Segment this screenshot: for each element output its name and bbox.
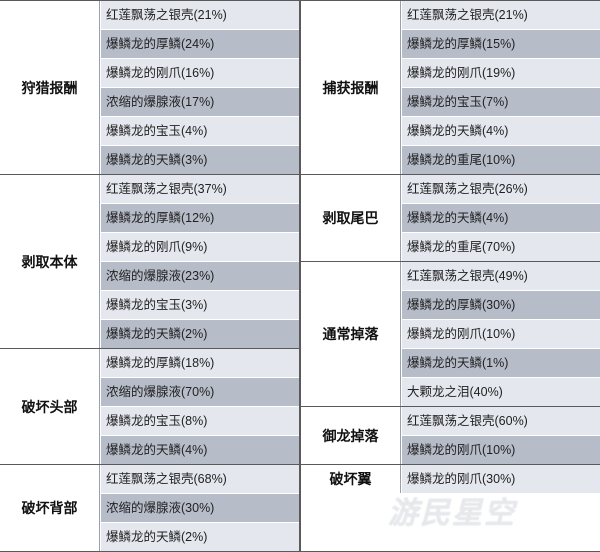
drop-item: 浓缩的爆腺液(23%) <box>101 262 300 291</box>
drop-item: 爆鳞龙的厚鳞(18%) <box>101 349 300 378</box>
drop-item: 爆鳞龙的刚爪(10%) <box>402 436 600 465</box>
drop-group: 通常掉落 红莲飘荡之银壳(49%) 爆鳞龙的厚鳞(30%) 爆鳞龙的刚爪(10%) 爆鳞… <box>301 261 600 407</box>
drop-item: 爆鳞龙的刚爪(19%) <box>402 59 600 88</box>
drop-item: 红莲飘荡之银壳(68%) <box>101 465 300 494</box>
drop-item: 爆鳞龙的厚鳞(24%) <box>101 30 300 59</box>
group-items: 红莲飘荡之银壳(21%) 爆鳞龙的厚鳞(15%) 爆鳞龙的刚爪(19%) 爆鳞龙的宝玉… <box>402 1 600 175</box>
column-divider <box>299 0 301 552</box>
drop-item: 爆鳞龙的刚爪(16%) <box>101 59 300 88</box>
drop-item: 爆鳞龙的刚爪(30%) <box>402 465 600 494</box>
group-label: 通常掉落 <box>301 262 401 406</box>
group-items: 红莲飘荡之银壳(37%) 爆鳞龙的厚鳞(12%) 爆鳞龙的刚爪(9%) 浓缩的爆腺液(… <box>101 175 300 349</box>
drop-item: 爆鳞龙的宝玉(3%) <box>101 291 300 320</box>
drop-group: 破坏头部 爆鳞龙的厚鳞(18%) 浓缩的爆腺液(70%) 爆鳞龙的宝玉(8%) 爆鳞龙的… <box>0 348 300 465</box>
drop-item: 爆鳞龙的重尾(10%) <box>402 146 600 175</box>
drop-item: 红莲飘荡之银壳(49%) <box>402 262 600 291</box>
group-label: 剥取本体 <box>0 175 100 348</box>
drop-item: 爆鳞龙的天鳞(1%) <box>402 349 600 378</box>
group-items: 红莲飘荡之银壳(49%) 爆鳞龙的厚鳞(30%) 爆鳞龙的刚爪(10%) 爆鳞龙的天鳞… <box>402 262 600 407</box>
group-label: 破坏头部 <box>0 349 100 464</box>
drop-item: 爆鳞龙的天鳞(4%) <box>402 204 600 233</box>
drop-item: 浓缩的爆腺液(30%) <box>101 494 300 523</box>
group-items: 爆鳞龙的厚鳞(18%) 浓缩的爆腺液(70%) 爆鳞龙的宝玉(8%) 爆鳞龙的天鳞(4… <box>101 349 300 465</box>
drop-item: 爆鳞龙的天鳞(4%) <box>402 117 600 146</box>
group-items: 红莲飘荡之银壳(21%) 爆鳞龙的厚鳞(24%) 爆鳞龙的刚爪(16%) 浓缩的爆腺液… <box>101 1 300 175</box>
drop-group: 破坏背部 红莲飘荡之银壳(68%) 浓缩的爆腺液(30%) 爆鳞龙的天鳞(2%) <box>0 464 300 552</box>
drop-item: 爆鳞龙的厚鳞(15%) <box>402 30 600 59</box>
drop-item: 爆鳞龙的天鳞(3%) <box>101 146 300 175</box>
drop-group: 御龙掉落 红莲飘荡之银壳(60%) 爆鳞龙的刚爪(10%) <box>301 406 600 465</box>
drop-item: 爆鳞龙的天鳞(2%) <box>101 320 300 349</box>
group-label: 破坏背部 <box>0 465 100 551</box>
drop-item: 爆鳞龙的天鳞(2%) <box>101 523 300 552</box>
drop-item: 爆鳞龙的刚爪(10%) <box>402 320 600 349</box>
group-items: 红莲飘荡之银壳(26%) 爆鳞龙的天鳞(4%) 爆鳞龙的重尾(70%) <box>402 175 600 262</box>
drop-item: 爆鳞龙的宝玉(8%) <box>101 407 300 436</box>
drop-item: 红莲飘荡之银壳(60%) <box>402 407 600 436</box>
drop-item: 红莲飘荡之银壳(21%) <box>402 1 600 30</box>
group-label: 御龙掉落 <box>301 407 401 464</box>
drop-item: 红莲飘荡之银壳(21%) <box>101 1 300 30</box>
drop-item: 爆鳞龙的厚鳞(30%) <box>402 291 600 320</box>
watermark: 游民星空 <box>388 497 516 530</box>
drop-group: 狩猎报酬 红莲飘荡之银壳(21%) 爆鳞龙的厚鳞(24%) 爆鳞龙的刚爪(16%) 浓缩… <box>0 0 300 175</box>
drop-group: 捕获报酬 红莲飘荡之银壳(21%) 爆鳞龙的厚鳞(15%) 爆鳞龙的刚爪(19%) 爆鳞… <box>301 0 600 175</box>
drop-item: 爆鳞龙的宝玉(4%) <box>101 117 300 146</box>
drop-item: 浓缩的爆腺液(17%) <box>101 88 300 117</box>
drop-item: 爆鳞龙的刚爪(9%) <box>101 233 300 262</box>
drop-group: 剥取尾巴 红莲飘荡之银壳(26%) 爆鳞龙的天鳞(4%) 爆鳞龙的重尾(70%) <box>301 174 600 262</box>
drop-item: 爆鳞龙的宝玉(7%) <box>402 88 600 117</box>
drop-item: 爆鳞龙的天鳞(4%) <box>101 436 300 465</box>
drop-item: 爆鳞龙的重尾(70%) <box>402 233 600 262</box>
drop-item: 红莲飘荡之银壳(26%) <box>402 175 600 204</box>
group-items: 爆鳞龙的刚爪(30%) <box>402 465 600 494</box>
group-label: 捕获报酬 <box>301 1 401 174</box>
drop-item: 爆鳞龙的厚鳞(12%) <box>101 204 300 233</box>
drop-group: 破坏翼 爆鳞龙的刚爪(30%) <box>301 464 600 494</box>
drop-group: 剥取本体 红莲飘荡之银壳(37%) 爆鳞龙的厚鳞(12%) 爆鳞龙的刚爪(9%) 浓缩的… <box>0 174 300 349</box>
group-items: 红莲飘荡之银壳(60%) 爆鳞龙的刚爪(10%) <box>402 407 600 465</box>
group-label: 剥取尾巴 <box>301 175 401 261</box>
drop-item: 大颗龙之泪(40%) <box>402 378 600 407</box>
group-label: 狩猎报酬 <box>0 1 100 174</box>
group-label: 破坏翼 <box>301 465 401 493</box>
drop-item: 浓缩的爆腺液(70%) <box>101 378 300 407</box>
drop-item: 红莲飘荡之银壳(37%) <box>101 175 300 204</box>
group-items: 红莲飘荡之银壳(68%) 浓缩的爆腺液(30%) 爆鳞龙的天鳞(2%) <box>101 465 300 552</box>
